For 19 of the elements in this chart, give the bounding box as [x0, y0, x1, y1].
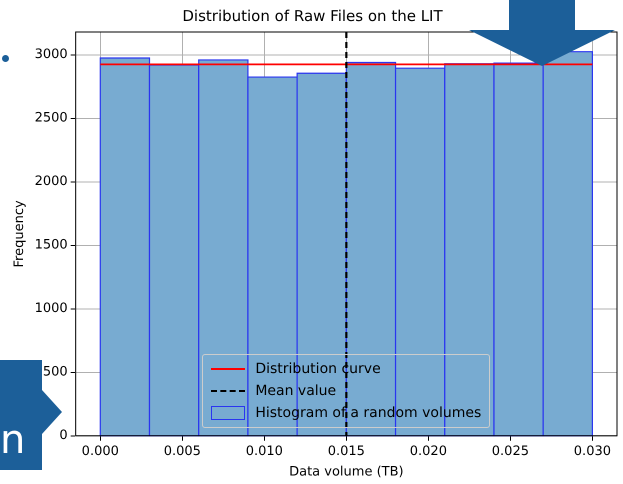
y-tick-label: 0 [59, 428, 68, 444]
y-tick-label: 1000 [34, 301, 68, 316]
y-tick-label: 3000 [34, 47, 68, 62]
x-tick-label: 0.015 [328, 444, 365, 459]
x-axis-title: Data volume (TB) [289, 464, 404, 480]
chart-title: Distribution of Raw Files on the LIT [182, 6, 444, 25]
y-tick-label: 500 [42, 364, 68, 380]
y-tick-label: 1500 [34, 238, 68, 253]
x-tick-label: 0.030 [574, 444, 612, 459]
text: n [0, 417, 26, 463]
ref-line-label: Mean value [255, 382, 336, 399]
x-tick-label: 0.025 [492, 444, 529, 459]
x-tick-label: 0.010 [246, 444, 283, 459]
y-axis-title: Frequency [12, 200, 28, 268]
y-tick-label: 2500 [34, 110, 68, 126]
x-tick-label: 0.020 [410, 444, 447, 459]
x-tick-label: 0.000 [82, 444, 119, 459]
x-tick-label: 0.005 [164, 444, 201, 459]
y-tick-label: 2000 [34, 174, 68, 190]
